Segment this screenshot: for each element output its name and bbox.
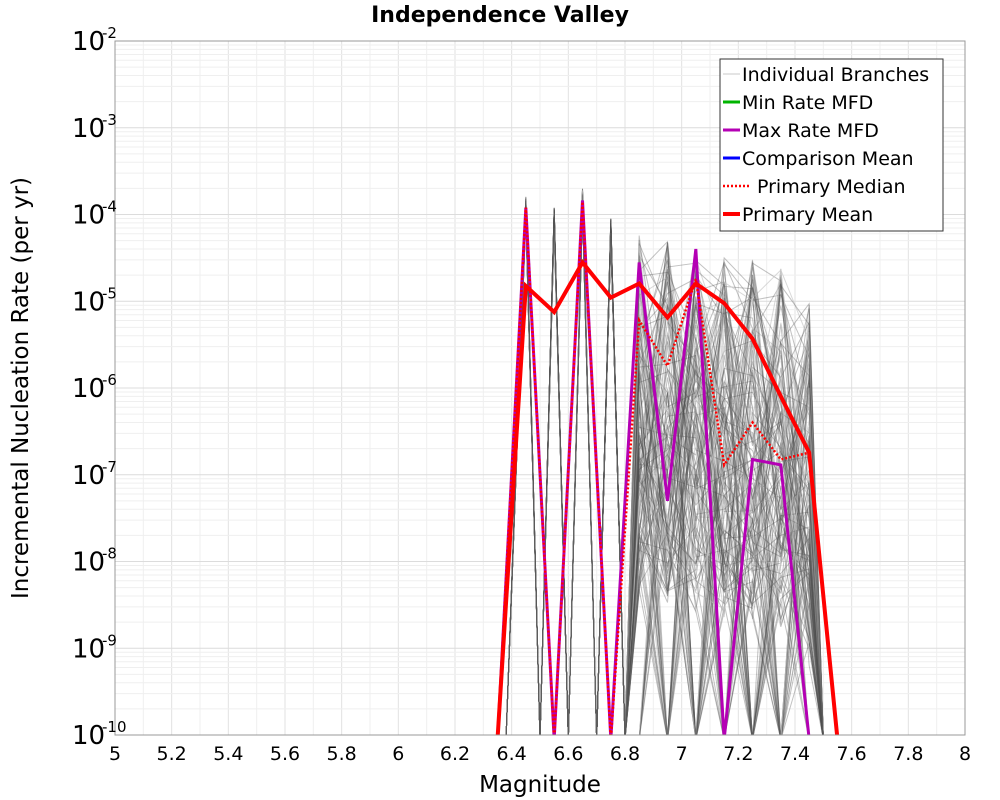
series-primary-mean — [495, 258, 840, 735]
legend-label: Comparison Mean — [742, 148, 914, 170]
branch-line — [505, 202, 824, 735]
x-tick-label: 6.6 — [553, 743, 583, 765]
x-tick-label: 5.4 — [213, 743, 243, 765]
x-tick-label: 5.8 — [327, 743, 357, 765]
y-tick-exponent: -6 — [102, 371, 117, 389]
legend-label: Min Rate MFD — [742, 92, 873, 114]
branch-line — [505, 204, 824, 735]
legend-entry: Individual Branches — [723, 64, 929, 86]
x-tick-label: 7.8 — [893, 743, 923, 765]
x-tick-labels: 5 5.2 5.4 5.6 5.8 6 6.2 6.4 6.6 6.8 7 7.2 7.4 7.6 7.8 8 — [109, 743, 971, 765]
y-tick-label: 10-4 — [72, 198, 117, 231]
x-tick-label: 8 — [959, 743, 971, 765]
legend-entry: Primary Mean — [723, 204, 873, 226]
y-tick-exponent: -5 — [102, 284, 117, 302]
branch-line — [505, 191, 824, 735]
y-tick-base: 10 — [72, 548, 105, 578]
y-axis-label: Incremental Nucleation Rate (per yr) — [8, 177, 34, 599]
y-tick-base: 10 — [72, 201, 105, 231]
y-tick-base: 10 — [72, 634, 105, 664]
y-tick-label: 10-8 — [72, 545, 117, 578]
branch-line — [505, 196, 824, 735]
y-tick-label: 10-9 — [72, 631, 117, 664]
branch-line — [505, 203, 824, 735]
y-tick-exponent: -9 — [102, 631, 117, 649]
y-tick-label: 10-5 — [72, 284, 117, 317]
branch-line — [505, 195, 824, 735]
y-tick-label: 10-7 — [72, 458, 117, 491]
x-tick-label: 6 — [392, 743, 404, 765]
legend-entry: Min Rate MFD — [723, 92, 873, 114]
y-tick-exponent: -10 — [102, 718, 127, 736]
legend-entry: Comparison Mean — [723, 148, 914, 170]
branch-line — [567, 193, 824, 735]
x-tick-label: 7 — [676, 743, 688, 765]
branch-line — [505, 207, 824, 735]
legend-label: Primary Mean — [742, 204, 873, 226]
branch-line — [505, 201, 824, 735]
legend-entry: Primary Median — [723, 176, 906, 198]
x-tick-label: 7.6 — [837, 743, 867, 765]
x-tick-label: 7.2 — [723, 743, 753, 765]
series-lines — [495, 200, 840, 735]
y-tick-base: 10 — [72, 374, 105, 404]
x-tick-label: 7.4 — [780, 743, 810, 765]
branch-line — [505, 206, 824, 735]
legend-label: Primary Median — [757, 176, 906, 198]
y-tick-base: 10 — [72, 287, 105, 317]
y-tick-exponent: -8 — [102, 545, 117, 563]
branch-line — [567, 207, 824, 735]
branch-line — [505, 188, 824, 735]
branch-line — [505, 193, 824, 735]
legend-label: Individual Branches — [742, 64, 929, 86]
branch-line — [505, 214, 810, 735]
y-tick-exponent: -3 — [102, 111, 117, 129]
branch-line — [505, 198, 824, 735]
y-tick-label: 10-2 — [72, 24, 117, 57]
x-tick-label: 5 — [109, 743, 121, 765]
branch-line — [505, 190, 824, 735]
x-tick-label: 6.2 — [440, 743, 470, 765]
x-tick-label: 5.6 — [270, 743, 300, 765]
y-tick-base: 10 — [72, 721, 105, 751]
legend: Individual Branches Min Rate MFD Max Rate … — [719, 58, 944, 232]
y-tick-exponent: -4 — [102, 198, 117, 216]
branch-line — [505, 190, 824, 735]
x-tick-label: 6.8 — [610, 743, 640, 765]
legend-box — [719, 58, 944, 232]
y-tick-base: 10 — [72, 461, 105, 491]
y-tick-label: 10-10 — [72, 718, 127, 751]
branch-line — [505, 205, 809, 735]
branch-line — [505, 194, 810, 735]
y-tick-base: 10 — [72, 114, 105, 144]
branch-line — [505, 207, 824, 735]
chart-title: Independence Valley — [371, 3, 629, 28]
plot-frame — [114, 40, 966, 736]
branch-line — [505, 208, 810, 735]
y-tick-label: 10-3 — [72, 111, 117, 144]
y-tick-label: 10-6 — [72, 371, 117, 404]
legend-label: Max Rate MFD — [742, 120, 879, 142]
y-tick-exponent: -7 — [102, 458, 117, 476]
x-tick-label: 6.4 — [497, 743, 527, 765]
y-tick-exponent: -2 — [102, 24, 117, 42]
branch-line — [505, 195, 824, 735]
branch-line — [567, 208, 824, 735]
branch-line — [505, 199, 824, 735]
branch-line — [505, 194, 824, 735]
y-tick-base: 10 — [72, 27, 105, 57]
branch-line — [505, 218, 824, 735]
branch-line — [505, 200, 824, 735]
branch-line — [505, 217, 824, 735]
legend-entry: Max Rate MFD — [723, 120, 879, 142]
branch-line — [505, 199, 824, 735]
branch-line — [505, 200, 824, 735]
x-tick-label: 5.2 — [157, 743, 187, 765]
x-axis-label: Magnitude — [479, 772, 601, 798]
